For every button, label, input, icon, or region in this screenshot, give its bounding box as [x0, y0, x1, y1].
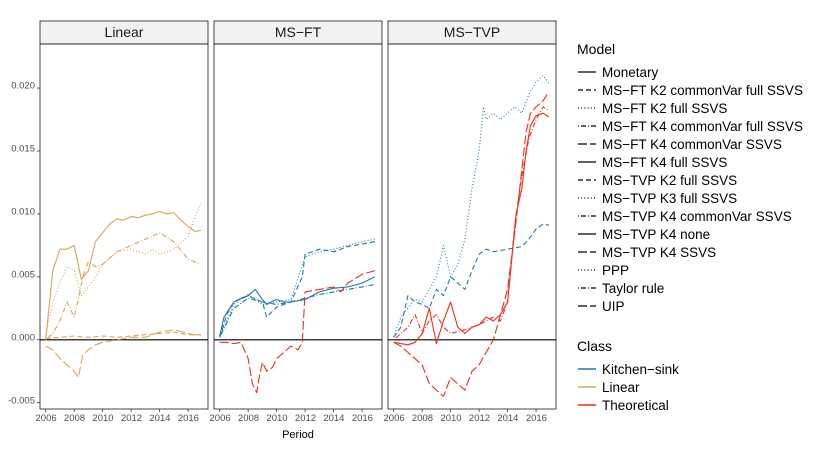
legend-label-ms-ft-k4-commonvar-full-ssvs: MS−FT K4 commonVar full SSVS: [602, 119, 803, 134]
x-tick-label: 2010: [440, 413, 461, 424]
x-tick-label: 2014: [149, 413, 170, 424]
panel-frames: [39, 43, 557, 410]
class-legend-keys: [578, 368, 596, 406]
series-line-taylor-rule-panel-0: [45, 232, 202, 341]
series-line-ms-ft-k4-commonvar-full-ssvs-panel-1: [219, 283, 376, 338]
series-layer: [45, 74, 550, 397]
x-tick-label: 2006: [384, 413, 405, 424]
x-tick-label: 2016: [178, 413, 199, 424]
legend-label-ms-tvp-k4-ssvs: MS−TVP K4 SSVS: [602, 245, 716, 260]
y-tick-marks: [37, 87, 40, 404]
y-tick-label: 0.010: [11, 207, 35, 218]
legend-label-ms-tvp-k2-full-ssvs: MS−TVP K2 full SSVS: [602, 173, 737, 188]
series-line-ms-tvp-k4-ssvs-panel-2: [393, 91, 550, 397]
model-legend-keys: [578, 71, 596, 307]
class-legend: Class Kitchen−sink Linear Theoretical: [577, 338, 679, 413]
x-tick-label: 2010: [266, 413, 287, 424]
legend-label-ms-ft-k2-commonvar-full-ssvs: MS−FT K2 commonVar full SSVS: [602, 83, 803, 98]
strip-label-ms-tvp: MS−TVP: [444, 24, 500, 40]
strip-label-linear: Linear: [105, 24, 144, 40]
series-line-ms-tvp-k2-full-ssvs-panel-2: [393, 223, 550, 338]
x-tick-label: 2016: [526, 413, 547, 424]
series-line-uip-panel-0: [45, 329, 202, 379]
legend-label-kitchen-sink: Kitchen−sink: [602, 362, 679, 377]
legend-label-ms-tvp-k3-full-ssvs: MS−TVP K3 full SSVS: [602, 191, 737, 206]
legend-label-ms-ft-k4-full-ssvs: MS−FT K4 full SSVS: [602, 155, 727, 170]
x-tick-marks: [45, 409, 537, 412]
series-line-ms-ft-k2-commonvar-full-ssvs-panel-0: [45, 331, 201, 340]
legend-label-ms-tvp-k4-commonvar-ssvs: MS−TVP K4 commonVar SSVS: [602, 209, 792, 224]
legend-label-taylor-rule: Taylor rule: [602, 281, 664, 296]
x-tick-label: 2008: [238, 413, 259, 424]
series-line-taylor-rule-panel-2: [393, 106, 550, 341]
x-tick-label: 2008: [64, 413, 85, 424]
y-tick-label: 0.005: [11, 270, 35, 281]
legend-label-ms-ft-k4-commonvar-ssvs: MS−FT K4 commonVar SSVS: [602, 137, 782, 152]
model-legend-title: Model: [577, 41, 615, 57]
model-legend: Model Monetary MS−FT K2 commonVar full S…: [577, 41, 803, 314]
y-tick-label: 0.015: [11, 144, 35, 155]
x-tick-label: 2012: [469, 413, 490, 424]
x-tick-label: 2016: [352, 413, 373, 424]
y-tick-label: 0.020: [11, 81, 35, 92]
legend-label-monetary: Monetary: [602, 65, 659, 80]
legend-label-linear: Linear: [602, 380, 640, 395]
panel-strips: Linear MS−FT MS−TVP: [39, 20, 557, 45]
x-tick-label: 2010: [92, 413, 113, 424]
x-tick-label: 2012: [121, 413, 142, 424]
panel-frame-ms-tvp: [387, 43, 557, 410]
x-tick-label: 2006: [36, 413, 57, 424]
x-axis: 2006 2008 2010 2012 2014 2016 2006 2008 …: [36, 409, 547, 424]
y-tick-label: -0.005: [8, 395, 35, 406]
x-tick-label: 2006: [210, 413, 231, 424]
series-line-monetary-panel-0: [45, 210, 202, 340]
x-tick-label: 2014: [497, 413, 518, 424]
x-tick-label: 2008: [412, 413, 433, 424]
legend-label-ms-ft-k2-full-ssvs: MS−FT K2 full SSVS: [602, 101, 727, 116]
class-legend-title: Class: [577, 338, 612, 354]
legend-label-ms-tvp-k4-none: MS−TVP K4 none: [602, 227, 710, 242]
strip-label-ms-ft: MS−FT: [275, 24, 322, 40]
y-tick-label: 0.000: [11, 332, 35, 343]
legend-label-uip: UIP: [602, 299, 625, 314]
series-line-ms-ft-k4-full-ssvs-panel-1: [219, 276, 376, 337]
panel-frame-linear: [39, 43, 209, 410]
series-line-ppp-panel-0: [45, 203, 202, 335]
x-tick-label: 2012: [295, 413, 316, 424]
y-axis: -0.005 0.000 0.005 0.010 0.015 0.020: [8, 81, 40, 406]
panel-frame-ms-ft: [213, 43, 383, 410]
legend-label-ppp: PPP: [602, 263, 629, 278]
legend-label-theoretical: Theoretical: [602, 398, 669, 413]
x-tick-label: 2014: [323, 413, 344, 424]
x-axis-label: Period: [282, 429, 314, 441]
